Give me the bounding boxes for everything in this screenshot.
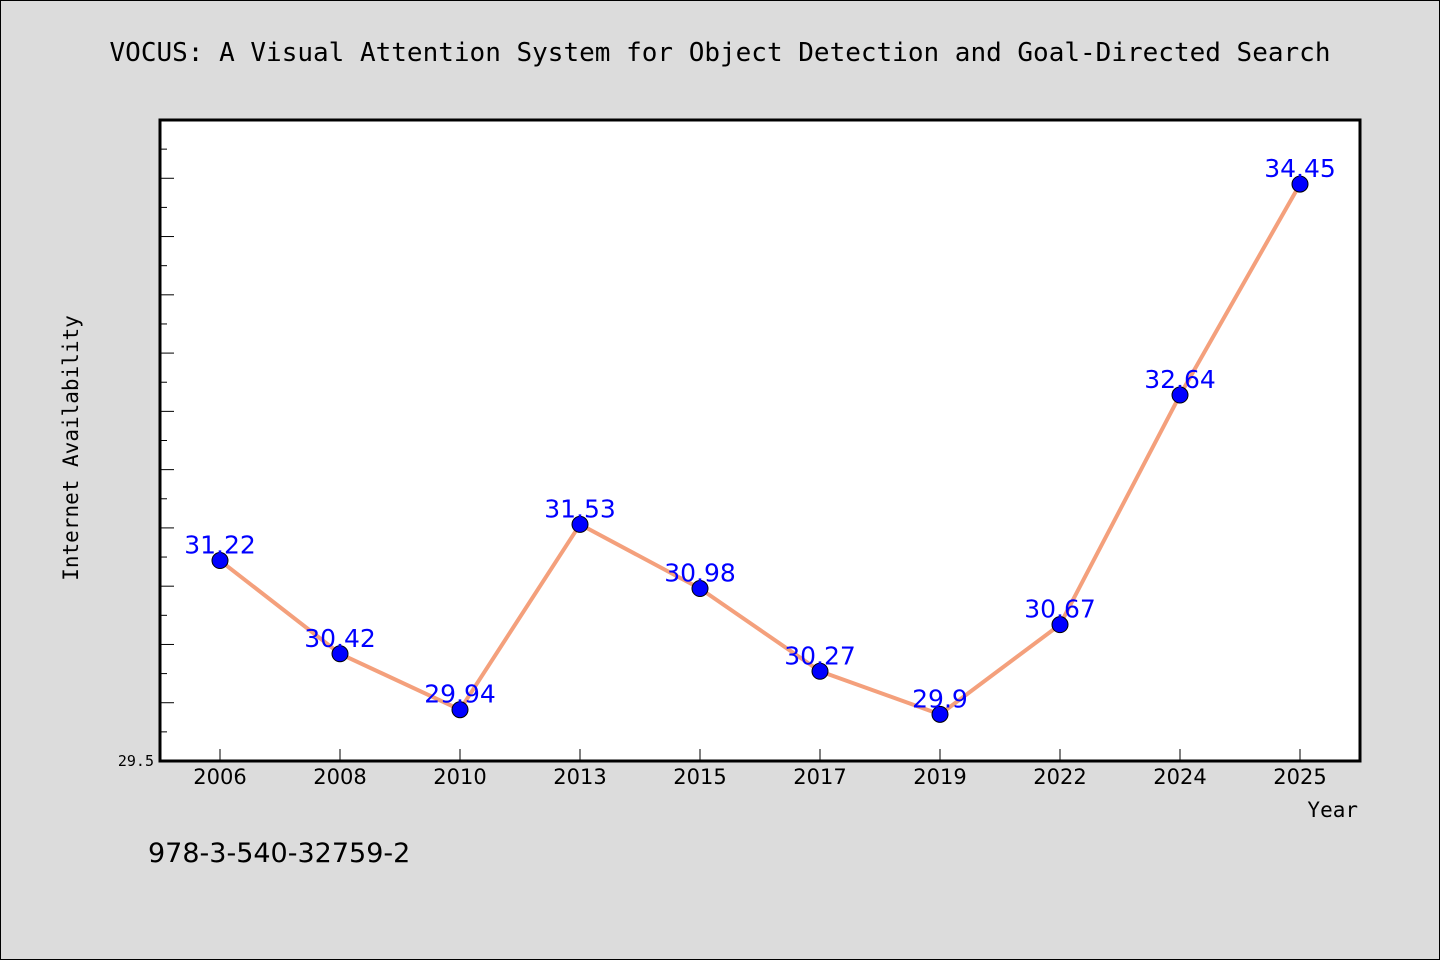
data-label: 29.94 [424, 680, 496, 709]
data-point [331, 645, 349, 663]
data-label: 30.98 [664, 559, 736, 588]
data-point [211, 552, 229, 570]
y-axis-ticks: 29.5 [118, 148, 174, 770]
data-point [811, 662, 829, 680]
x-axis-title: Year [1307, 798, 1358, 822]
x-tick-label: 2008 [313, 765, 366, 789]
data-label: 30.27 [784, 641, 856, 670]
chart-title: VOCUS: A Visual Attention System for Obj… [110, 38, 1331, 68]
data-label: 32.64 [1144, 365, 1216, 394]
plot-area [158, 118, 1362, 763]
data-point [1291, 175, 1309, 193]
data-label: 34.45 [1264, 154, 1336, 183]
x-tick-label: 2017 [793, 765, 846, 789]
data-point [1051, 616, 1069, 634]
series-line [218, 183, 1302, 717]
x-tick-label: 2015 [673, 765, 726, 789]
data-label: 30.67 [1024, 595, 1096, 624]
y-tick-label: 29.5 [118, 752, 154, 770]
x-tick-label: 2022 [1033, 765, 1086, 789]
data-point [451, 701, 469, 719]
data-point [691, 580, 709, 598]
x-tick-label: 2010 [433, 765, 486, 789]
y-axis-title: Internet Availability [59, 315, 83, 581]
data-point [1171, 386, 1189, 404]
data-label: 30.42 [304, 624, 376, 653]
data-label: 29.9 [912, 684, 968, 713]
data-label: 31.53 [544, 494, 616, 523]
x-tick-label: 2024 [1153, 765, 1206, 789]
series-layer: 31.22 30.42 29.94 31.53 30.98 30.27 29.9 30.67 3… [184, 154, 1336, 723]
data-point [931, 705, 949, 723]
data-point [571, 515, 589, 533]
isbn-footnote: 978-3-540-32759-2 [148, 838, 410, 869]
x-tick-label: 2025 [1273, 765, 1326, 789]
x-tick-label: 2006 [193, 765, 246, 789]
x-tick-label: 2019 [913, 765, 966, 789]
data-label: 31.22 [184, 531, 256, 560]
x-axis-ticks: 2006 2008 2010 2013 2015 2017 2019 2022 2024 2025 [193, 749, 1327, 789]
x-tick-label: 2013 [553, 765, 606, 789]
